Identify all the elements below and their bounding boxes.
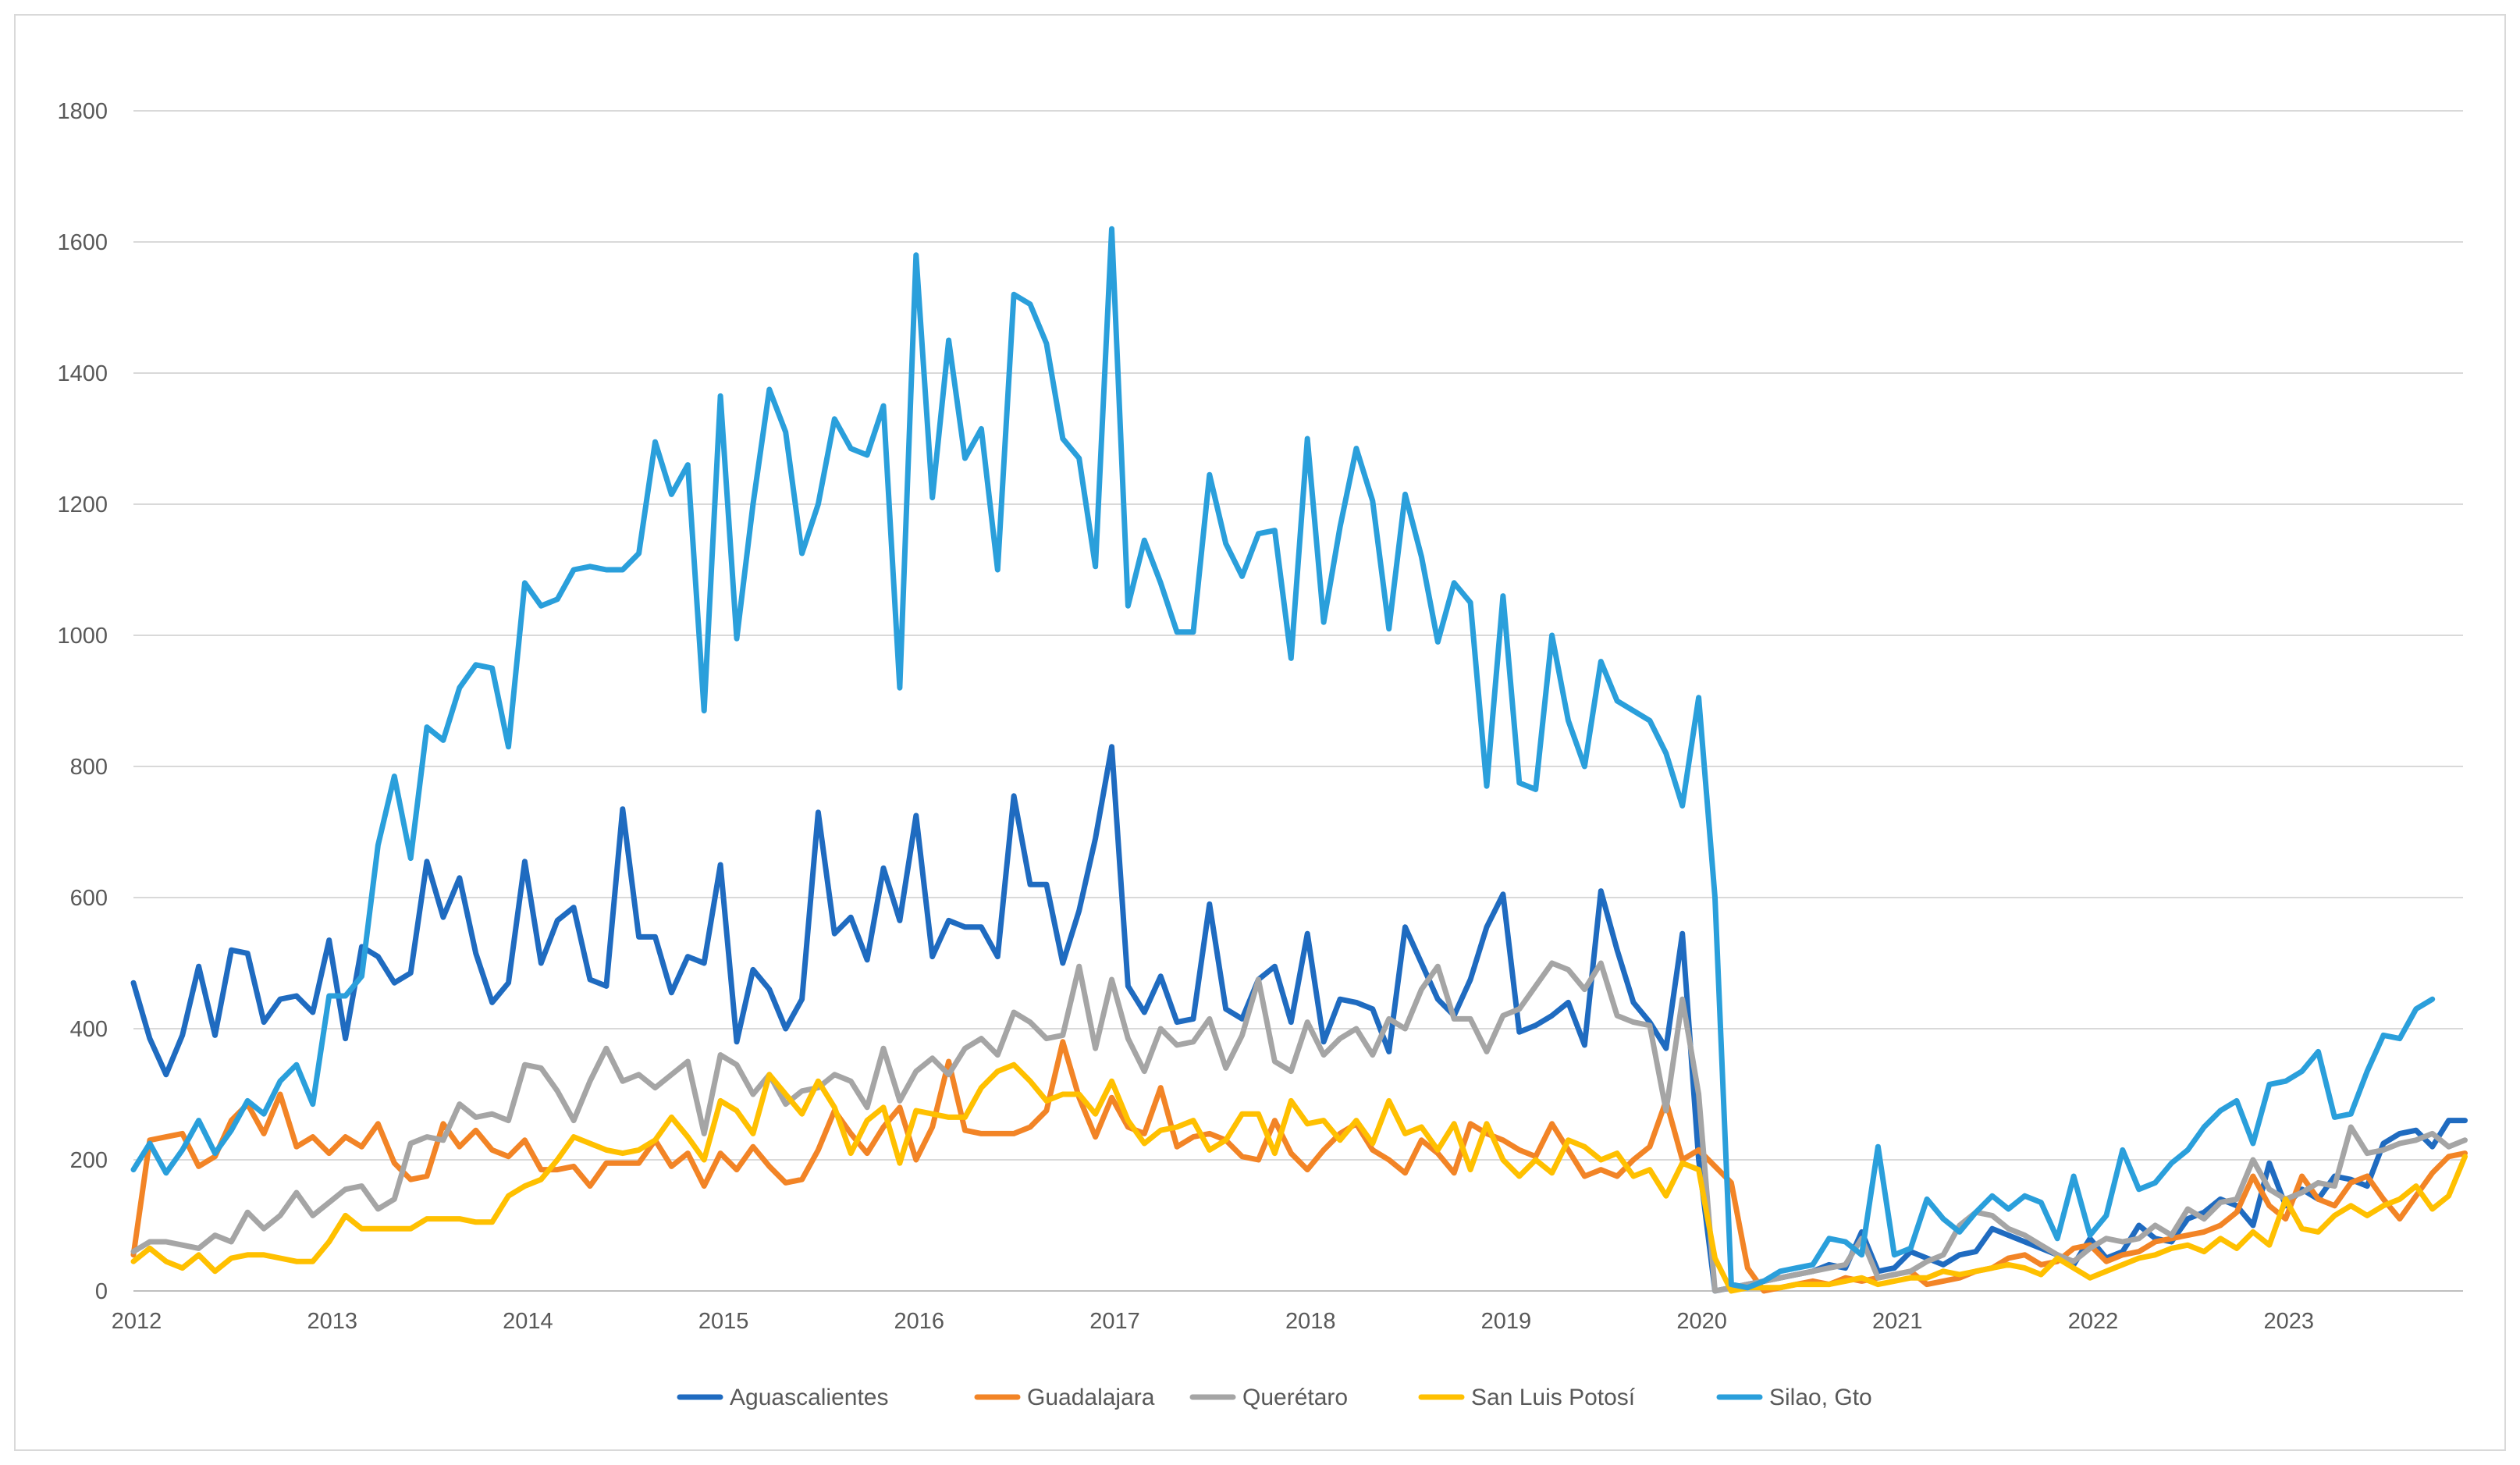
x-tick-label: 2017 (1089, 1309, 1140, 1334)
x-tick-label: 2016 (894, 1309, 945, 1334)
legend-label: Guadalajara (1027, 1385, 1155, 1410)
y-tick-label: 0 (95, 1279, 108, 1304)
x-tick-label: 2020 (1676, 1309, 1727, 1334)
y-tick-label: 200 (70, 1148, 108, 1173)
x-tick-label: 2021 (1872, 1309, 1923, 1334)
y-tick-label: 600 (70, 886, 108, 911)
series-lines (130, 226, 2468, 1294)
chart-frame: 0 200 400 600 800 1000 1200 1400 1600 1800 2012 20… (14, 14, 2506, 1451)
series-line-guadalajara (130, 1039, 2468, 1294)
series-line-silao-gto (130, 226, 2436, 1291)
legend: Aguascalientes Guadalajara Querétaro San Lu… (677, 1385, 1872, 1410)
y-tick-label: 400 (70, 1017, 108, 1042)
series-line-san-luis-potos- (130, 1061, 2468, 1294)
legend-label: San Luis Potosí (1471, 1385, 1636, 1410)
y-tick-label: 800 (70, 755, 108, 780)
y-tick-label: 1600 (57, 230, 108, 255)
y-tick-label: 1200 (57, 492, 108, 517)
x-tick-label: 2015 (698, 1309, 749, 1334)
y-tick-label: 1400 (57, 361, 108, 386)
x-tick-label: 2018 (1285, 1309, 1336, 1334)
x-tick-label: 2013 (307, 1309, 357, 1334)
legend-label: Silao, Gto (1769, 1385, 1872, 1410)
x-tick-label: 2014 (503, 1309, 553, 1334)
y-axis-labels: 0 200 400 600 800 1000 1200 1400 1600 1800 (57, 99, 108, 1304)
series-line-quer-taro (130, 960, 2468, 1294)
y-tick-label: 1000 (57, 624, 108, 649)
x-tick-label: 2023 (2263, 1309, 2314, 1334)
x-tick-label: 2019 (1481, 1309, 1532, 1334)
x-tick-label: 2022 (2068, 1309, 2119, 1334)
legend-label: Aguascalientes (730, 1385, 888, 1410)
x-tick-label: 2012 (112, 1309, 162, 1334)
x-axis-labels: 2012 2013 2014 2015 2016 2017 2018 2019 2020 2021… (112, 1309, 2314, 1334)
y-tick-label: 1800 (57, 99, 108, 124)
series-line-aguascalientes (130, 744, 2468, 1294)
legend-label: Querétaro (1242, 1385, 1348, 1410)
